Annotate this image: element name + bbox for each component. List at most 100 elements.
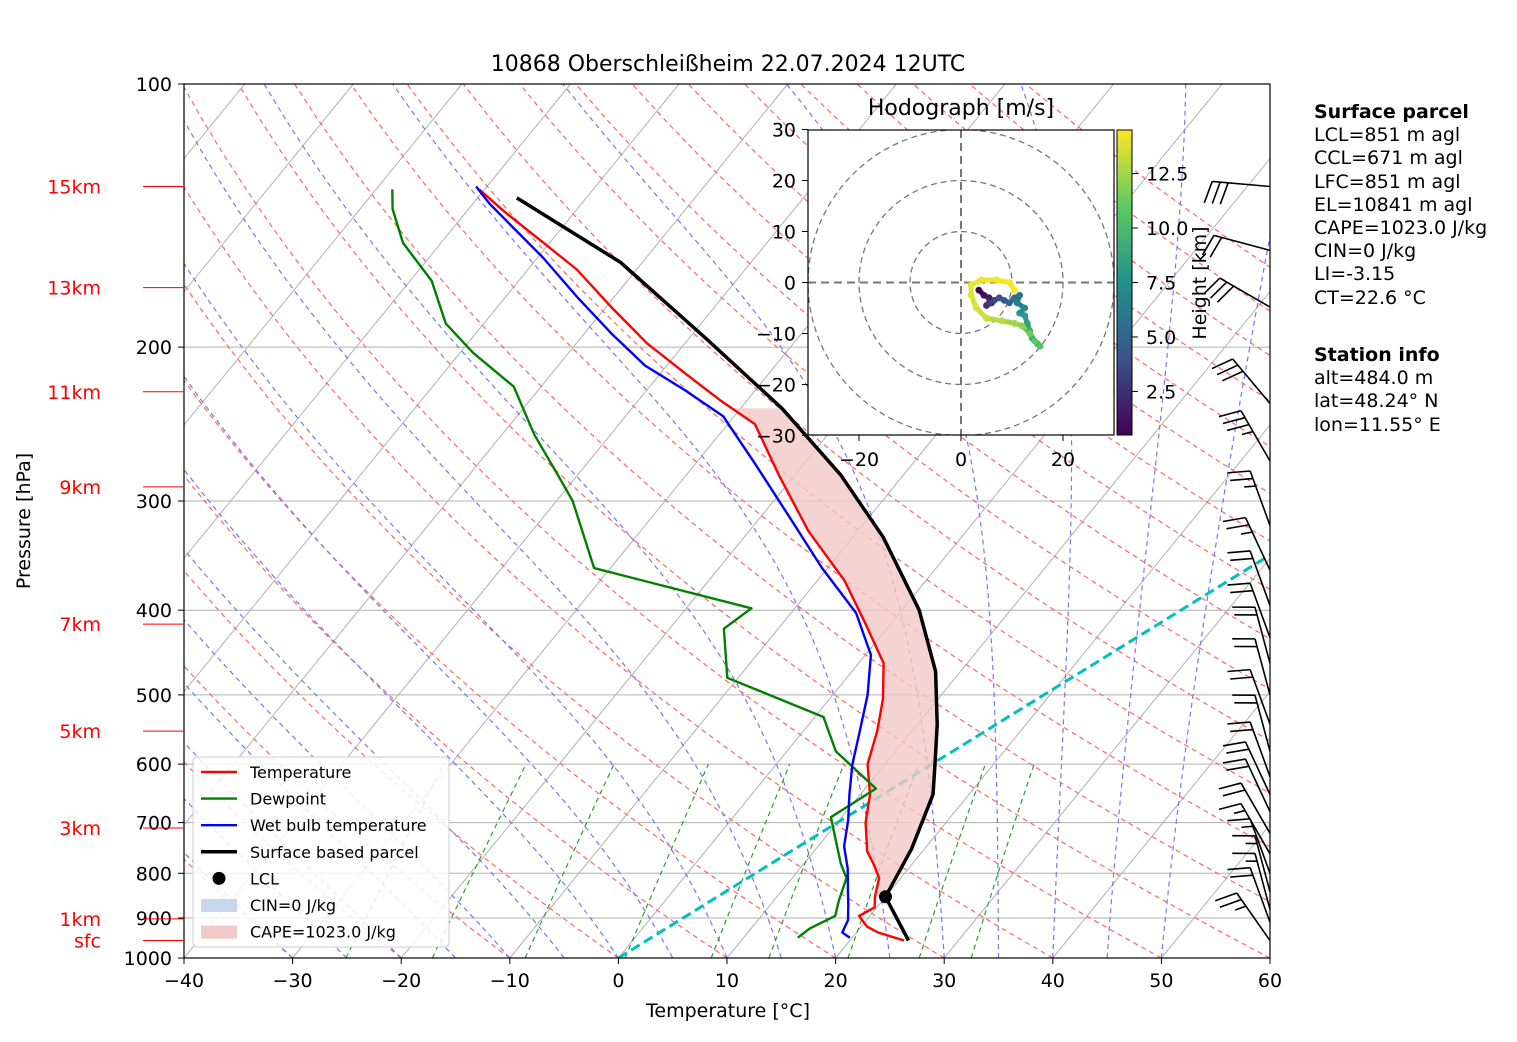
- dry-adiabat: [184, 283, 945, 958]
- barb-flag: [1227, 818, 1251, 822]
- wind-barb: [1218, 410, 1271, 462]
- barb-flag: [1230, 589, 1253, 594]
- colorbar-tick-label: 12.5: [1146, 164, 1188, 186]
- legend-item-cin-0-j-kg: CIN=0 J/kg: [201, 896, 336, 915]
- barb-shaft: [1254, 835, 1271, 893]
- hodograph-point: [975, 286, 983, 294]
- mixing-ratio-line: [768, 763, 845, 958]
- isotherm: [726, 290, 1270, 958]
- mixing-ratio-line: [524, 763, 615, 958]
- hodograph-y-tick-label: −20: [756, 375, 796, 397]
- legend-label: CAPE=1023.0 J/kg: [250, 923, 396, 942]
- barb-shaft: [1244, 741, 1271, 795]
- barb-flag: [1218, 802, 1242, 811]
- wind-barb: [1232, 637, 1271, 696]
- hodograph-y-tick-label: 30: [772, 120, 796, 142]
- hodograph-y-tick-label: −30: [756, 426, 796, 448]
- wind-barb: [1227, 818, 1271, 874]
- barb-shaft: [1249, 669, 1271, 725]
- barb-shaft: [1254, 695, 1271, 752]
- height-marker-label: 11km: [47, 382, 101, 404]
- wind-barb: [1227, 668, 1271, 725]
- isotherm: [184, 84, 680, 693]
- barb-flag: [1230, 728, 1253, 733]
- hodograph-y-tick-label: 20: [772, 171, 796, 193]
- x-tick-label: −10: [490, 970, 530, 992]
- wind-barb: [1227, 582, 1271, 638]
- x-tick-label: 0: [612, 970, 624, 992]
- barb-half-flag: [1240, 531, 1253, 535]
- wind-barb: [1222, 758, 1271, 812]
- wind-barb: [1232, 834, 1271, 893]
- dry-adiabat: [184, 379, 836, 958]
- parcel-ccl: CCL=671 m agl: [1314, 147, 1463, 170]
- x-tick-label: 40: [1041, 970, 1065, 992]
- barb-shaft: [1254, 607, 1271, 664]
- dry-adiabat: [350, 84, 1270, 848]
- height-marker-label: sfc: [74, 931, 101, 953]
- hodograph-colorbar: [1116, 129, 1133, 436]
- colorbar-tick-label: 7.5: [1146, 273, 1176, 295]
- mixing-ratio-line: [624, 763, 709, 958]
- legend-label: CIN=0 J/kg: [250, 896, 336, 915]
- barb-half-flag: [1244, 485, 1256, 488]
- legend-swatch: [212, 871, 226, 885]
- barb-flag: [1227, 668, 1251, 673]
- colorbar-tick-label: 5.0: [1146, 327, 1176, 349]
- legend-label: LCL: [250, 869, 279, 888]
- barb-flag: [1219, 182, 1229, 205]
- hodograph-point: [1026, 330, 1034, 337]
- dry-adiabat: [184, 86, 1162, 958]
- barb-shaft: [1249, 867, 1271, 923]
- wind-barb: [1222, 741, 1271, 795]
- dry-adiabat: [744, 84, 1270, 495]
- y-tick-label: 400: [136, 600, 172, 622]
- barb-shaft: [1240, 803, 1271, 855]
- legend-item-dewpoint: Dewpoint: [201, 790, 326, 809]
- barb-flag: [1222, 789, 1246, 797]
- height-marker-label: 1km: [59, 909, 101, 931]
- dewpoint-line: [391, 189, 878, 939]
- parcel-li: LI=-3.15: [1314, 263, 1396, 286]
- hodograph-point: [983, 314, 990, 322]
- hodograph-point: [1021, 304, 1029, 312]
- barb-flag: [1227, 550, 1251, 554]
- hodograph-point: [1000, 296, 1008, 304]
- x-tick-label: −40: [164, 970, 204, 992]
- x-tick-label: 30: [932, 970, 956, 992]
- x-tick-label: 50: [1149, 970, 1173, 992]
- legend-label: Dewpoint: [250, 790, 326, 809]
- isotherm: [1052, 690, 1270, 958]
- lcl-marker: [879, 890, 893, 904]
- barb-flag: [1226, 748, 1250, 754]
- dry-adiabat: [184, 186, 1054, 958]
- barb-flag: [1227, 866, 1251, 871]
- barb-shaft: [1249, 550, 1271, 606]
- legend: Temperature Dewpoint Wet bulb temperature S…: [192, 756, 450, 948]
- height-marker-label: 13km: [47, 278, 101, 300]
- wind-barb: [1227, 721, 1271, 777]
- hodograph-y-tick-label: −10: [756, 324, 796, 346]
- barb-shaft: [1249, 818, 1271, 874]
- y-tick-label: 1000: [124, 948, 172, 970]
- hodograph-point: [1013, 299, 1021, 307]
- hodograph-point: [990, 296, 998, 304]
- hodograph-point: [1021, 312, 1029, 320]
- colorbar-label: Height [km]: [1189, 226, 1211, 339]
- legend-item-lcl: LCL: [212, 869, 279, 888]
- hodograph-point: [995, 294, 1003, 302]
- hodograph-x-tick-label: −20: [839, 449, 879, 471]
- hodograph-point: [978, 276, 985, 284]
- barb-shaft: [1244, 758, 1271, 812]
- barb-flag: [1226, 765, 1250, 771]
- hodograph-x-tick-label: 0: [955, 449, 967, 471]
- colorbar-tick-label: 2.5: [1146, 381, 1176, 403]
- height-marker-label: 3km: [59, 818, 101, 840]
- barb-flag: [1230, 477, 1253, 482]
- parcel-ct: CT=22.6 °C: [1314, 286, 1426, 309]
- x-tick-label: −20: [381, 970, 421, 992]
- hodograph-point: [1011, 319, 1018, 327]
- hodograph-point: [1011, 294, 1018, 302]
- barb-half-flag: [1233, 809, 1246, 815]
- barb-half-flag: [1241, 430, 1254, 436]
